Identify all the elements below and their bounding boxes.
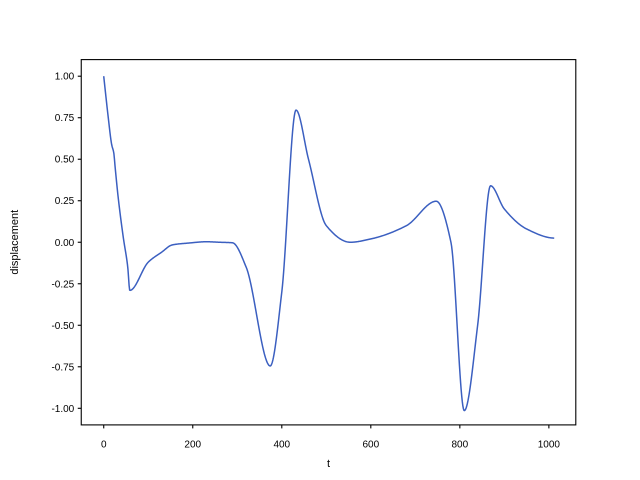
svg-text:600: 600 xyxy=(362,439,379,450)
svg-text:0.75: 0.75 xyxy=(55,113,75,124)
svg-text:200: 200 xyxy=(184,439,201,450)
svg-text:1.00: 1.00 xyxy=(55,72,75,83)
svg-text:-0.75: -0.75 xyxy=(51,362,74,373)
svg-text:400: 400 xyxy=(273,439,290,450)
svg-text:0.25: 0.25 xyxy=(55,196,75,207)
svg-text:0: 0 xyxy=(101,439,107,450)
svg-text:t: t xyxy=(327,458,330,470)
svg-text:-0.25: -0.25 xyxy=(51,279,74,290)
svg-text:-0.50: -0.50 xyxy=(51,321,74,332)
svg-text:0.00: 0.00 xyxy=(55,238,75,249)
svg-text:0.50: 0.50 xyxy=(55,155,75,166)
svg-text:1000: 1000 xyxy=(538,439,561,450)
svg-text:-1.00: -1.00 xyxy=(51,404,74,415)
svg-text:displacement: displacement xyxy=(9,210,21,275)
svg-text:800: 800 xyxy=(451,439,468,450)
